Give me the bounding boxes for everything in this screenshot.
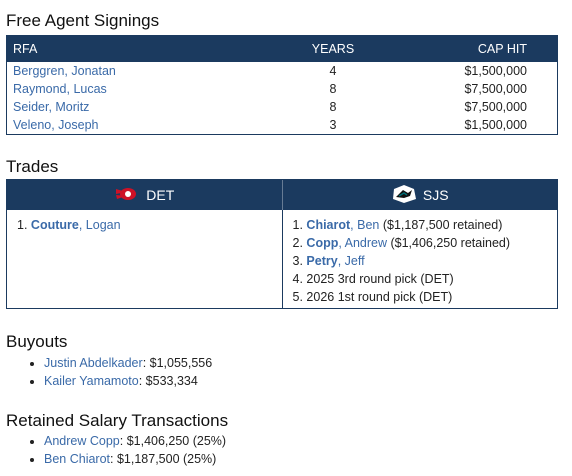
player-link[interactable]: Andrew Copp (44, 434, 120, 448)
retained-amount: : $1,187,500 (25%) (110, 452, 217, 466)
retained-amount: : $1,406,250 (25%) (119, 434, 227, 448)
player-first-name: , Andrew (338, 236, 387, 250)
player-link[interactable]: Copp, Andrew (306, 236, 387, 250)
item-number: 1. (17, 218, 28, 232)
sjs-team-abbr: SJS (422, 187, 449, 203)
buyout-amount: : $1,055,556 (142, 356, 213, 370)
item-number: 5. (292, 290, 303, 304)
player-last-name: Chiarot (306, 218, 351, 232)
cap-hit-cell: $1,500,000 (464, 118, 527, 132)
list-item: Andrew Copp: $1,406,250 (25%) (44, 432, 226, 450)
list-item: 2. Copp, Andrew ($1,406,250 retained) (293, 234, 548, 252)
player-link[interactable]: Kailer Yamamoto (44, 374, 139, 388)
player-link[interactable]: Veleno, Joseph (13, 118, 99, 132)
buyouts-heading: Buyouts (6, 332, 68, 351)
cap-hit-cell: $7,500,000 (464, 82, 527, 96)
retained-note: ($1,187,500 retained) (379, 218, 503, 232)
table-row: Berggren, Jonatan 4 $1,500,000 (7, 62, 558, 80)
free-agent-table: RFA YEARS CAP HIT Berggren, Jonatan 4 $1… (6, 35, 558, 135)
player-link[interactable]: Ben Chiarot (44, 452, 111, 466)
draft-pick: 2025 3rd round pick (DET) (306, 272, 454, 286)
player-link[interactable]: Couture, Logan (31, 218, 121, 232)
player-first-name: , Logan (78, 218, 121, 232)
player-first-name: , Ben (350, 218, 380, 232)
table-row: Raymond, Lucas 8 $7,500,000 (7, 80, 558, 98)
buyouts-list: Justin Abdelkader: $1,055,556 Kailer Yam… (26, 354, 212, 390)
player-link[interactable]: Justin Abdelkader (44, 356, 143, 370)
years-cell: 8 (329, 82, 337, 96)
trades-header-row: DET SJS (7, 180, 557, 210)
list-item: Justin Abdelkader: $1,055,556 (44, 354, 212, 372)
det-team-header: DET (7, 180, 283, 210)
item-number: 3. (292, 254, 303, 268)
player-link[interactable]: Raymond, Lucas (13, 82, 107, 96)
table-header-row: RFA YEARS CAP HIT (6, 35, 558, 62)
free-agent-signings-heading: Free Agent Signings (6, 11, 160, 30)
trades-heading: Trades (6, 157, 59, 176)
retained-salary-heading: Retained Salary Transactions (6, 411, 229, 430)
years-cell: 8 (329, 100, 337, 114)
draft-pick: 2026 1st round pick (DET) (306, 290, 453, 304)
list-item: 5. 2026 1st round pick (DET) (293, 288, 548, 306)
retained-salary-list: Andrew Copp: $1,406,250 (25%) Ben Chiaro… (26, 432, 226, 468)
years-column-header: YEARS (277, 35, 389, 62)
player-first-name: , Jeff (337, 254, 365, 268)
list-item: 1. Chiarot, Ben ($1,187,500 retained) (293, 216, 548, 234)
item-number: 1. (292, 218, 303, 232)
player-link[interactable]: Berggren, Jonatan (13, 64, 116, 78)
cap-hit-cell: $7,500,000 (464, 100, 527, 114)
years-cell: 3 (329, 118, 337, 132)
red-wings-logo-icon (114, 185, 140, 206)
sjs-trade-column: 1. Chiarot, Ben ($1,187,500 retained) 2.… (283, 210, 558, 308)
trades-table: DET SJS 1. Couture, Logan (6, 179, 558, 309)
table-row: Veleno, Joseph 3 $1,500,000 (7, 116, 558, 135)
det-team-abbr: DET (146, 187, 175, 203)
trades-body: 1. Couture, Logan 1. Chiarot, Ben ($1,18… (7, 210, 557, 308)
cap-hit-cell: $1,500,000 (464, 64, 527, 78)
rfa-column-header: RFA (6, 35, 278, 62)
player-last-name: Petry (306, 254, 338, 268)
list-item: 4. 2025 3rd round pick (DET) (293, 270, 548, 288)
list-item: Kailer Yamamoto: $533,334 (44, 372, 212, 390)
cap-hit-column-header: CAP HIT (388, 35, 558, 62)
list-item: Ben Chiarot: $1,187,500 (25%) (44, 450, 226, 468)
det-trade-column: 1. Couture, Logan (7, 210, 283, 308)
player-link[interactable]: Chiarot, Ben (306, 218, 379, 232)
item-number: 2. (292, 236, 303, 250)
list-item: 3. Petry, Jeff (293, 252, 548, 270)
retained-note: ($1,406,250 retained) (387, 236, 511, 250)
item-number: 4. (292, 272, 303, 286)
buyout-amount: : $533,334 (138, 374, 198, 388)
table-row: Seider, Moritz 8 $7,500,000 (7, 98, 558, 116)
player-last-name: Copp (306, 236, 339, 250)
sharks-logo-icon (391, 184, 417, 207)
sjs-team-header: SJS (283, 180, 558, 210)
player-link[interactable]: Petry, Jeff (306, 254, 364, 268)
player-last-name: Couture (30, 218, 79, 232)
years-cell: 4 (329, 64, 337, 78)
list-item: 1. Couture, Logan (17, 216, 272, 234)
player-link[interactable]: Seider, Moritz (13, 100, 90, 114)
